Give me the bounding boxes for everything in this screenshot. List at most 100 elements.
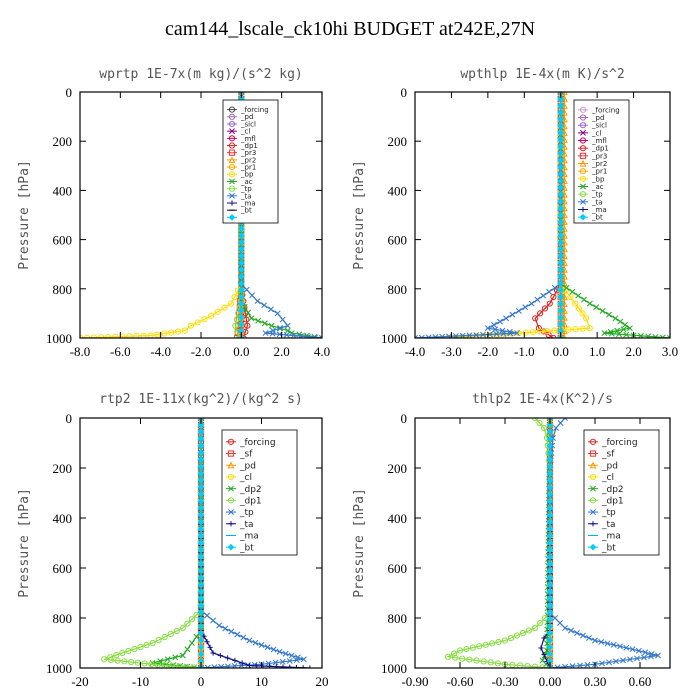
- data-point: [240, 634, 247, 641]
- data-point: [507, 330, 514, 337]
- data-point: [107, 656, 115, 664]
- data-point: [546, 650, 554, 658]
- legend-swatch-marker: [228, 214, 236, 221]
- data-point: [439, 333, 446, 338]
- data-point: [546, 491, 554, 498]
- legend-entry: _sicl: [578, 122, 607, 130]
- data-point: [126, 333, 133, 338]
- legend-label: _dp1: [240, 142, 258, 150]
- x-tick-label: 0.00: [539, 674, 562, 689]
- x-tick-label: 0.0: [553, 344, 569, 359]
- data-point: [143, 641, 150, 649]
- data-point: [173, 627, 180, 635]
- legend-entry: _pd: [227, 113, 253, 121]
- data-point: [593, 304, 600, 311]
- legend-swatch-marker: [227, 450, 235, 457]
- data-point: [267, 306, 274, 313]
- y-tick-label: 800: [388, 611, 408, 626]
- data-point: [546, 539, 554, 547]
- data-point: [262, 330, 269, 337]
- data-point: [261, 320, 268, 327]
- data-point: [557, 245, 565, 253]
- data-point: [557, 150, 565, 157]
- data-point: [604, 640, 611, 647]
- data-point: [608, 330, 615, 337]
- data-point: [231, 293, 238, 301]
- data-point: [197, 518, 205, 526]
- legend-swatch-marker: [228, 521, 234, 527]
- y-tick-label: 1000: [46, 661, 72, 676]
- data-point: [456, 647, 464, 654]
- y-axis-label: Pressure [hPa]: [352, 160, 367, 270]
- y-tick-label: 800: [388, 282, 408, 297]
- series_bt: [197, 418, 205, 668]
- data-point: [586, 635, 592, 641]
- data-point: [557, 314, 565, 321]
- data-point: [557, 225, 565, 232]
- data-point: [269, 330, 276, 337]
- data-point: [238, 92, 245, 95]
- data-point: [562, 418, 568, 421]
- legend-label: _sicl: [240, 120, 256, 128]
- legend-entry: _tp: [588, 508, 616, 518]
- data-point: [515, 307, 522, 314]
- data-point: [193, 611, 200, 618]
- legend-entry: _tp: [226, 508, 254, 518]
- data-point: [197, 504, 205, 512]
- legend-swatch-marker: [227, 461, 235, 469]
- legend-entry: _tp: [227, 185, 252, 193]
- legend-label: _dp2: [239, 485, 262, 495]
- data-point: [598, 639, 605, 645]
- x-tick-label: 4.0: [314, 344, 330, 359]
- data-point: [238, 300, 245, 308]
- x-tick-label: -0.60: [446, 674, 473, 689]
- data-point: [197, 498, 205, 505]
- data-point: [531, 624, 539, 632]
- data-point: [415, 335, 418, 338]
- legend-label: _pd: [601, 461, 618, 471]
- legend-label: _bp: [591, 175, 605, 183]
- y-tick-label: 1000: [381, 661, 407, 676]
- data-point: [580, 632, 586, 639]
- data-point: [557, 321, 565, 328]
- data-point: [569, 288, 576, 295]
- data-point: [579, 325, 586, 332]
- legend-swatch-marker: [589, 543, 597, 551]
- legend-entry: _bt: [227, 207, 252, 215]
- plot-frame: [414, 417, 671, 669]
- data-point: [197, 463, 205, 470]
- data-point: [197, 567, 205, 575]
- data-point: [581, 296, 587, 303]
- y-tick-label: 400: [53, 183, 73, 198]
- data-point: [238, 245, 245, 253]
- y-tick-label: 800: [53, 611, 73, 626]
- data-point: [557, 92, 564, 95]
- data-point: [266, 663, 273, 668]
- data-point: [197, 428, 205, 436]
- x-tick-label: -4.0: [405, 344, 426, 359]
- data-point: [482, 641, 489, 648]
- legend-label: _sf: [601, 450, 615, 460]
- y-tick-label: 0: [401, 411, 408, 426]
- data-point: [184, 646, 191, 653]
- data-point: [137, 643, 144, 651]
- data-point: [565, 326, 572, 333]
- legend-label: _pd: [591, 114, 604, 122]
- data-point: [575, 292, 582, 299]
- legend-label: _mfl: [240, 135, 256, 143]
- data-point: [501, 637, 509, 644]
- legend-entry: _pd: [226, 461, 256, 471]
- data-point: [446, 333, 452, 338]
- data-point: [473, 332, 480, 338]
- x-tick-label: -8.0: [70, 344, 91, 359]
- data-point: [539, 664, 546, 668]
- legend-swatch-marker: [589, 438, 597, 445]
- legend-entry: _dp2: [226, 485, 262, 495]
- data-point: [546, 421, 554, 429]
- data-point: [469, 644, 476, 651]
- data-point: [635, 647, 642, 654]
- data-point: [546, 643, 554, 651]
- legend-entry: _dp1: [227, 142, 258, 150]
- legend-entry: _forcing: [226, 438, 276, 448]
- data-point: [500, 330, 507, 337]
